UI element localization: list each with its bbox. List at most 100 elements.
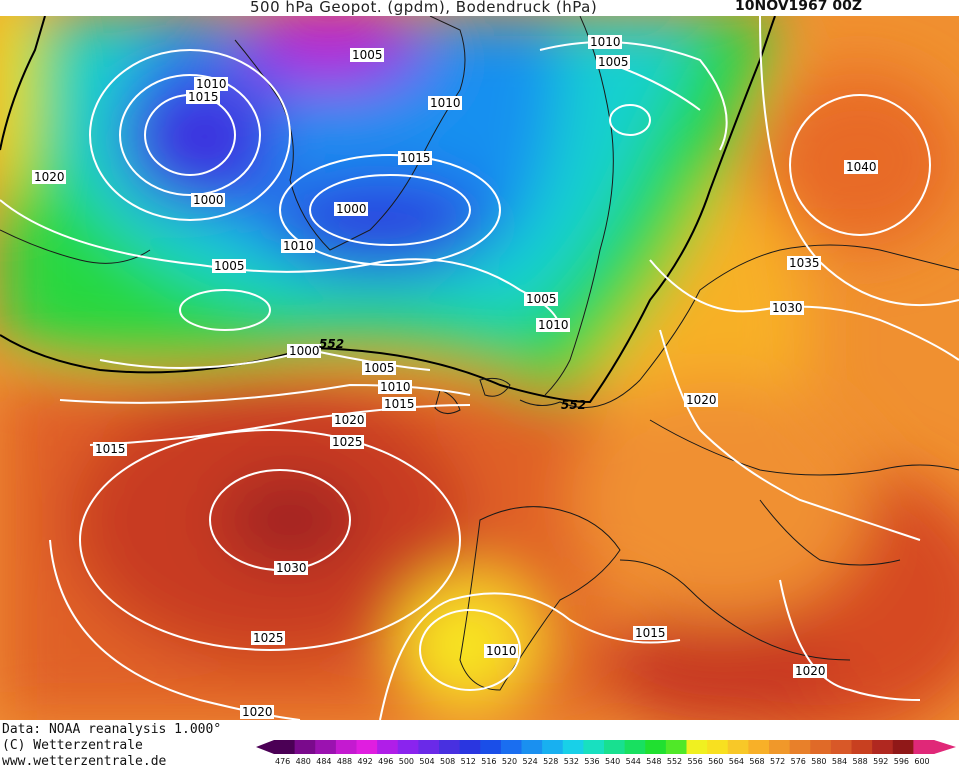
colorbar-label: 568 — [749, 757, 764, 766]
pressure-label: 1020 — [684, 393, 718, 407]
colorbar-label: 484 — [316, 757, 331, 766]
map-title: 500 hPa Geopot. (gpdm), Bodendruck (hPa) — [250, 0, 598, 16]
pressure-label: 1020 — [793, 664, 827, 678]
svg-text:1015: 1015 — [188, 90, 219, 104]
pressure-label: 1035 — [787, 256, 821, 270]
colorbar-label: 552 — [667, 757, 682, 766]
pressure-labels: 1005 1010 1015 1010 1005 1010 1005 1000 … — [32, 35, 878, 719]
colorbar-legend: 476 480 484 488 492 496 500 504 508 512 516 520 524 5… — [256, 740, 956, 766]
svg-text:1000: 1000 — [289, 344, 320, 358]
weather-map[interactable]: 1005 1010 1015 1010 1005 1010 1005 1000 … — [0, 16, 959, 720]
colorbar-swatch — [562, 740, 584, 754]
geopotential-contour-west — [0, 16, 46, 151]
svg-text:1030: 1030 — [772, 301, 803, 315]
pressure-label: 1010 — [484, 644, 518, 658]
colorbar-label: 540 — [605, 757, 620, 766]
svg-text:1015: 1015 — [635, 626, 666, 640]
colorbar-label: 600 — [914, 757, 929, 766]
pressure-label: 1010 — [536, 318, 570, 332]
colorbar-swatch — [707, 740, 729, 754]
pressure-label: 1040 — [844, 160, 878, 174]
svg-text:1000: 1000 — [193, 193, 224, 207]
pressure-label: 1010 — [428, 96, 462, 110]
pressure-label: 1015 — [186, 90, 220, 104]
colorbar-label: 476 — [275, 757, 290, 766]
colorbar-swatch — [356, 740, 378, 754]
pressure-label: 1005 — [212, 259, 246, 273]
pressure-label: 1000 — [287, 344, 321, 358]
svg-text:1020: 1020 — [686, 393, 717, 407]
svg-text:1025: 1025 — [253, 631, 284, 645]
colorbar-swatch — [377, 740, 399, 754]
svg-text:1010: 1010 — [486, 644, 517, 658]
pressure-label: 1010 — [378, 380, 412, 394]
colorbar-swatch — [872, 740, 894, 754]
pressure-label: 1005 — [524, 292, 558, 306]
colorbar-label: 576 — [791, 757, 806, 766]
svg-text:1010: 1010 — [380, 380, 411, 394]
colorbar-label: 496 — [378, 757, 393, 766]
colorbar-label: 596 — [894, 757, 909, 766]
svg-text:1010: 1010 — [538, 318, 569, 332]
colorbar-swatch — [542, 740, 564, 754]
svg-text:1015: 1015 — [95, 442, 126, 456]
geopotential-label: 552 — [319, 337, 344, 351]
colorbar-label: 592 — [873, 757, 888, 766]
svg-text:1010: 1010 — [590, 35, 621, 49]
svg-text:1035: 1035 — [789, 256, 820, 270]
pressure-label: 1005 — [362, 361, 396, 375]
geopotential-field — [0, 16, 959, 720]
map-date: 10NOV1967 00Z — [735, 0, 863, 14]
colorbar-swatch — [521, 740, 543, 754]
svg-text:1015: 1015 — [384, 397, 415, 411]
pressure-label: 1000 — [334, 202, 368, 216]
colorbar-swatch — [315, 740, 337, 754]
svg-text:1010: 1010 — [430, 96, 461, 110]
geopotential-552-contour — [0, 16, 776, 404]
svg-text:1005: 1005 — [352, 48, 383, 62]
svg-text:1010: 1010 — [196, 77, 227, 91]
colorbar-swatch — [397, 740, 419, 754]
svg-text:1020: 1020 — [334, 413, 365, 427]
pressure-label: 1010 — [194, 77, 228, 91]
colorbar-swatch — [645, 740, 667, 754]
colorbar-label: 572 — [770, 757, 785, 766]
colorbar-label: 520 — [502, 757, 517, 766]
pressure-label: 1015 — [398, 151, 432, 165]
svg-text:1005: 1005 — [526, 292, 557, 306]
colorbar-swatch — [810, 740, 832, 754]
colorbar-label: 584 — [832, 757, 847, 766]
colorbar-swatch — [789, 740, 811, 754]
colorbar-swatch — [418, 740, 440, 754]
colorbar-swatch — [500, 740, 522, 754]
colorbar-swatch — [727, 740, 749, 754]
colorbar-label: 548 — [646, 757, 661, 766]
pressure-label: 1010 — [588, 35, 622, 49]
colorbar-swatch — [748, 740, 770, 754]
svg-text:1040: 1040 — [846, 160, 877, 174]
colorbar-swatch — [830, 740, 852, 754]
colorbar-swatch — [294, 740, 316, 754]
colorbar-label: 544 — [626, 757, 641, 766]
colorbar-label: 528 — [543, 757, 558, 766]
svg-text:1005: 1005 — [214, 259, 245, 273]
colorbar-label: 580 — [811, 757, 826, 766]
colorbar-label: 524 — [523, 757, 538, 766]
svg-text:1005: 1005 — [598, 55, 629, 69]
colorbar-label: 508 — [440, 757, 455, 766]
svg-text:1020: 1020 — [795, 664, 826, 678]
colorbar-swatch — [480, 740, 502, 754]
svg-text:1015: 1015 — [400, 151, 431, 165]
map-title-bar: 500 hPa Geopot. (gpdm), Bodendruck (hPa)… — [0, 0, 959, 16]
colorbar-swatch — [459, 740, 481, 754]
website-link[interactable]: www.wetterzentrale.de — [2, 754, 167, 769]
colorbar-swatch — [274, 740, 296, 754]
pressure-label: 1025 — [251, 631, 285, 645]
pressure-label: 1020 — [240, 705, 274, 719]
colorbar-label: 532 — [564, 757, 579, 766]
weather-map-svg: 1005 1010 1015 1010 1005 1010 1005 1000 … — [0, 16, 959, 720]
pressure-label: 1020 — [32, 170, 66, 184]
svg-text:1020: 1020 — [242, 705, 273, 719]
colorbar-label: 512 — [461, 757, 476, 766]
pressure-label: 1015 — [633, 626, 667, 640]
